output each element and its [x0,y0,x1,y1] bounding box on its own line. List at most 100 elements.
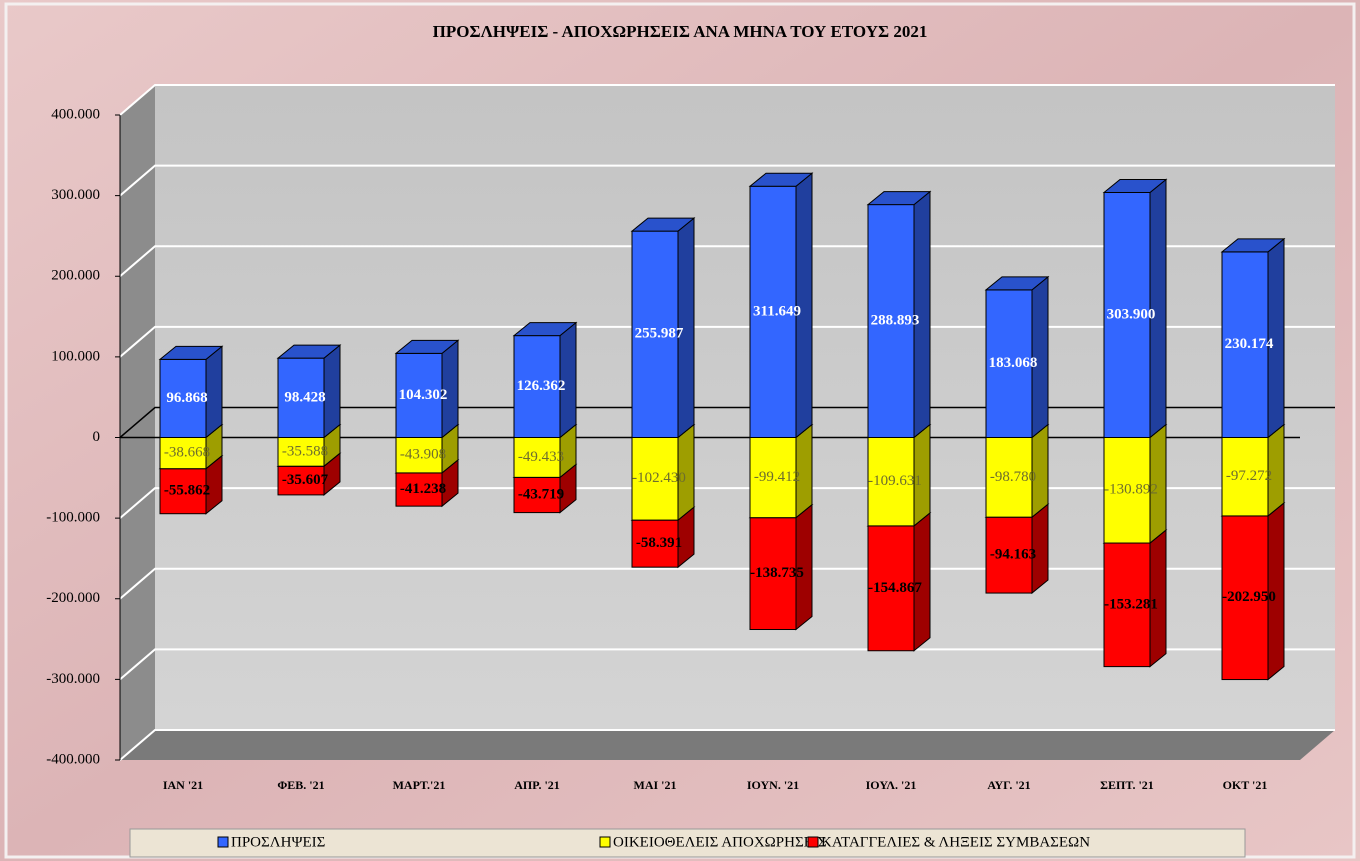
x-tick-label: ΑΥΓ. '21 [987,778,1030,792]
data-label: 303.900 [1107,306,1156,322]
y-tick-label: -400.000 [46,751,100,767]
bar [867,437,915,527]
y-tick-label: 100.000 [51,348,100,364]
x-tick-label: ΟΚΤ '21 [1223,778,1268,792]
bar-side [323,344,341,439]
chart-title: ΠΡΟΣΛΗΨΕΙΣ - ΑΠΟΧΩΡΗΣΕΙΣ ΑΝΑ ΜΗΝΑ ΤΟΥ ΕΤ… [433,22,928,41]
bar-side [205,345,223,439]
data-label: -202.950 [1222,589,1276,605]
grid-line [119,325,1335,358]
y-tick-label: -300.000 [46,671,100,687]
grid-line [119,245,1335,278]
bar [159,358,207,438]
bar [985,437,1033,518]
x-tick-label: ΦΕΒ. '21 [277,778,324,792]
grid-line [119,164,1335,197]
data-label: 183.068 [989,355,1038,371]
bar-top [512,322,578,337]
y-tick-label: -200.000 [46,590,100,606]
data-label: -94.163 [990,547,1036,563]
bar [395,437,443,474]
bar [395,352,443,439]
legend-swatch [599,836,611,848]
data-label: -102.430 [632,470,686,486]
bar [277,357,325,438]
bar-top [630,217,696,232]
bar [277,465,325,496]
bar-top [1220,238,1286,253]
bar [513,476,561,514]
data-label: -99.412 [754,469,800,485]
bar [867,204,915,438]
grid-line [119,648,1335,681]
bar [631,230,679,438]
data-label: -153.281 [1104,596,1158,612]
bar [1103,437,1151,544]
legend-label: ΟΙΚΕΙΟΘΕΛΕΙΣ ΑΠΟΧΩΡΗΣΕΙΣ [613,834,827,850]
bar-top [394,339,460,354]
data-label: -98.780 [990,469,1036,485]
data-label: 98.428 [284,389,325,405]
data-label: 104.302 [399,387,448,403]
bar [1221,515,1269,681]
y-tick-label: 200.000 [51,268,100,284]
floor [120,730,1335,760]
x-tick-label: ΙΟΥΛ. '21 [866,778,917,792]
bar [749,437,797,519]
y-tick-label: 0 [93,429,101,445]
x-tick-label: ΙΟΥΝ. '21 [747,778,799,792]
grid-line [119,406,1335,439]
y-tick-label: 300.000 [51,187,100,203]
x-tick-label: ΣΕΠΤ. '21 [1100,778,1154,792]
grid-line [119,487,1335,519]
data-label: -38.668 [164,445,210,461]
legend-label: ΠΡΟΣΛΗΨΕΙΣ [231,834,325,850]
legend [129,828,1246,858]
bar [631,519,679,568]
data-label: -130.892 [1104,482,1158,498]
bar [1103,191,1151,438]
x-tick-label: ΑΠΡ. '21 [514,778,560,792]
legend-label: ΚΑΤΑΓΓΕΛΙΕΣ & ΛΗΞΕΙΣ ΣΥΜΒΑΣΕΩΝ [821,834,1090,850]
bar [749,517,797,631]
bar [159,437,207,470]
data-label: -138.735 [750,565,804,581]
grid-line [119,729,1335,761]
data-label: -109.631 [868,473,922,489]
data-label: 230.174 [1225,336,1274,352]
data-label: -49.433 [518,449,564,465]
data-label: -41.238 [400,481,446,497]
x-tick-label: ΙΑΝ '21 [163,778,203,792]
bar [513,437,561,478]
data-label: -43.719 [518,486,564,502]
bar [159,468,207,515]
grid-line [119,567,1335,600]
bar [867,525,915,652]
data-label: -35.588 [282,443,328,459]
bar-top [748,172,814,187]
data-label: -58.391 [636,535,682,551]
data-label: -43.908 [400,447,446,463]
bar-top [984,276,1050,291]
y-tick-label: -100.000 [46,510,100,526]
bar [749,185,797,438]
data-label: -35.607 [282,472,329,488]
bar [1221,251,1269,438]
data-label: 126.362 [517,378,566,394]
legend-swatch [217,836,229,848]
grid-line [119,84,1335,116]
bar-top [1102,178,1168,193]
bar-top [276,344,342,359]
data-label: -55.862 [164,483,210,499]
bar [985,516,1033,594]
data-label: -154.867 [868,580,922,596]
bar [395,472,443,507]
legend-swatch [807,836,819,848]
data-label: 255.987 [635,326,684,342]
bar [513,335,561,438]
data-label: 288.893 [871,312,920,328]
bar-top [158,345,224,360]
x-tick-label: ΜΑΡΤ.'21 [393,778,446,792]
bar-top [866,191,932,206]
x-tick-label: ΜΑΙ '21 [634,778,677,792]
